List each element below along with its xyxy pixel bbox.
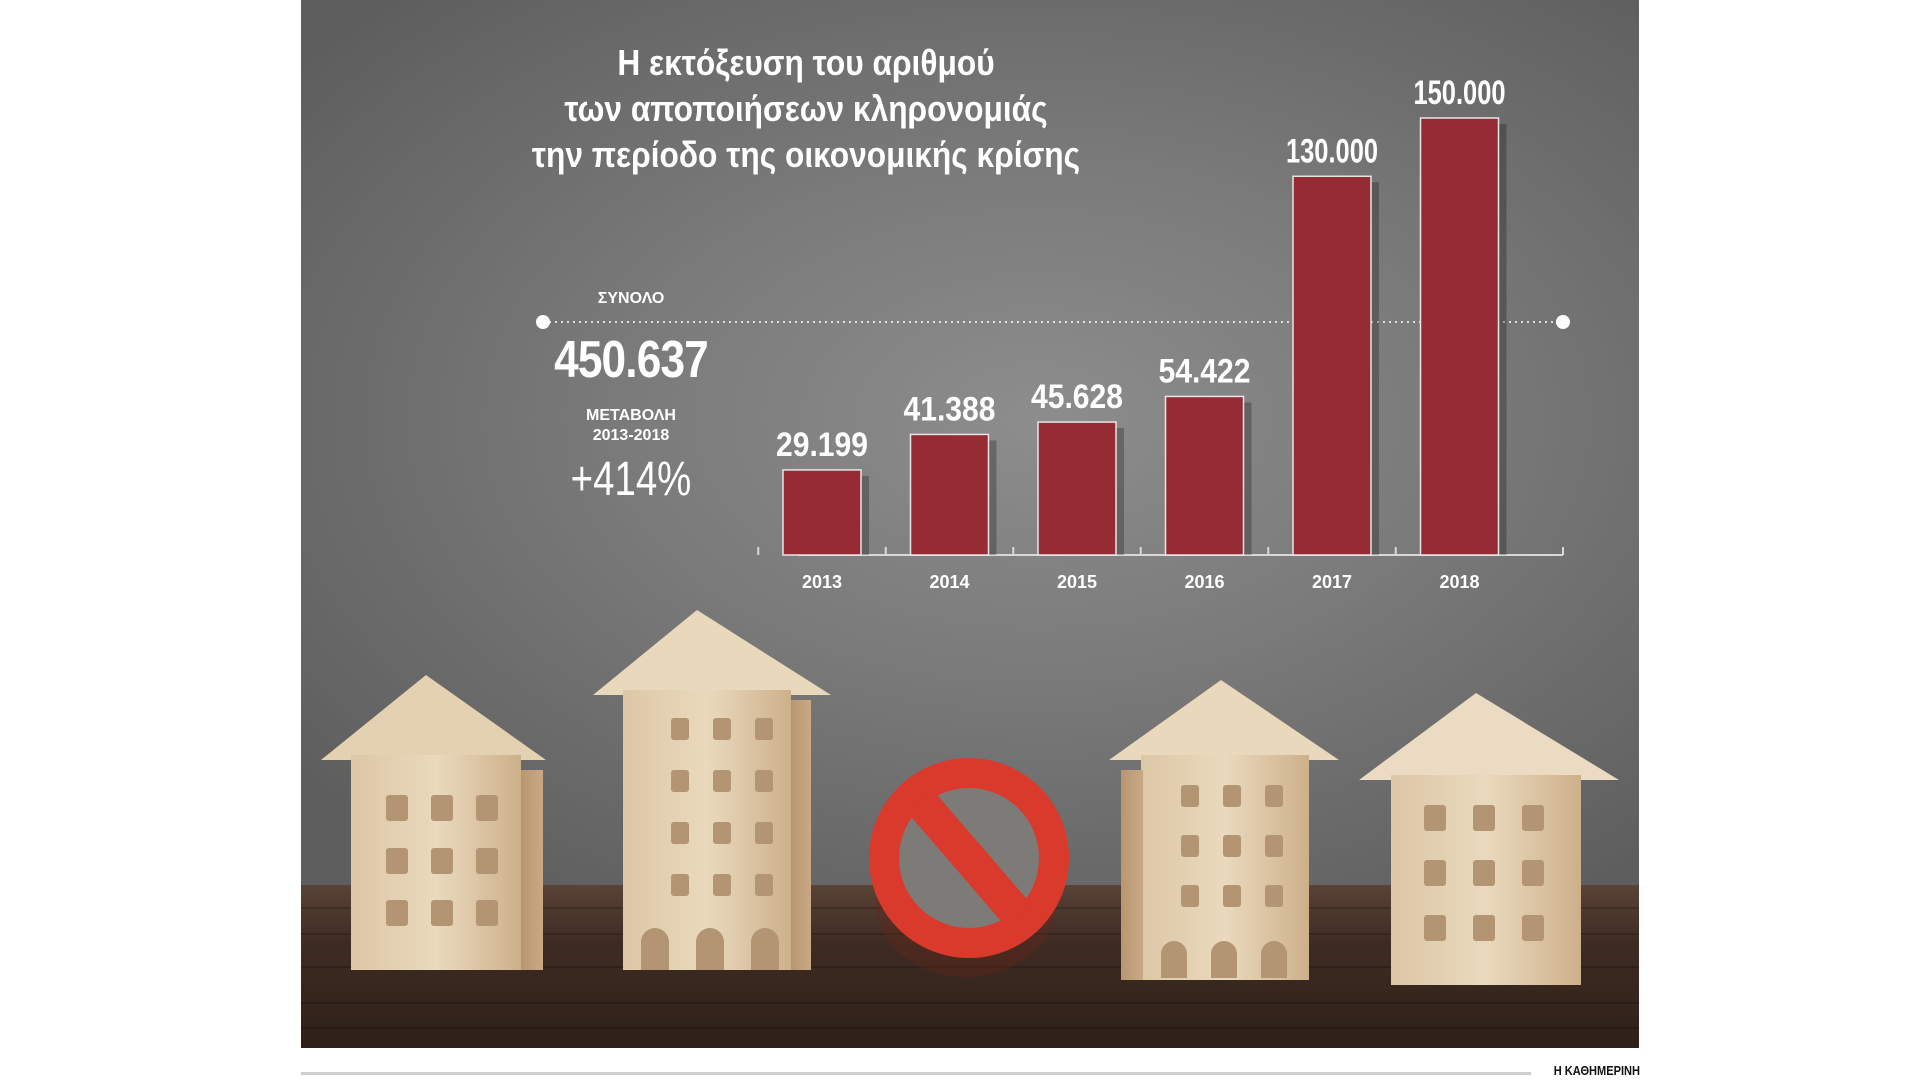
bar-2013 [782,469,862,556]
title-line-2: των αποποιήσεων κληρονομιάς [564,88,1048,129]
bar-2014 [909,433,990,556]
bar-chart: 29.199 2013 41.388 2014 45.628 2015 54.422 2016… [536,74,1570,592]
reference-line-start-dot [536,315,550,329]
chart-title: Η εκτόξευση του αριθμού των αποποιήσεων … [362,40,1251,178]
x-tick-label-2018: 2018 [1439,572,1479,592]
x-tick-label-2017: 2017 [1312,572,1352,592]
data-label-2017: 130.000 [1286,132,1378,170]
title-line-3: την περίοδο της οικονομικής κρίσης [531,134,1081,175]
wooden-house-icon [321,675,546,970]
infographic-panel: Η εκτόξευση του αριθμού των αποποιήσεων … [301,0,1639,1048]
data-label-2016: 54.422 [1159,352,1251,390]
data-label-2014: 41.388 [904,390,996,428]
house-windows [386,718,1544,978]
bar-2018 [1419,117,1500,556]
bar-2017 [1292,175,1372,556]
change-label-line1: ΜΕΤΑΒΟΛΗ [586,407,676,424]
prohibition-sign-icon [869,758,1069,977]
source-credit: Η ΚΑΘΗΜΕΡΙΝΗ [1553,1063,1640,1078]
change-label-line2: 2013-2018 [592,427,670,444]
reference-line-end-dot [1556,315,1570,329]
title-line-1: Η εκτόξευση του αριθμού [617,42,995,83]
x-tick-label-2016: 2016 [1184,572,1224,592]
data-label-2018: 150.000 [1414,74,1506,112]
total-label: ΣΥΝΟΛΟ [597,290,665,307]
houses-illustration [321,610,1619,985]
change-label: ΜΕΤΑΒΟΛΗ 2013-2018 [541,406,721,446]
bar-2015 [1037,421,1117,556]
data-label-2013: 29.199 [776,426,868,464]
data-label-2015: 45.628 [1031,378,1123,416]
bar-2016 [1164,395,1245,556]
footer-divider [301,1072,1531,1075]
x-tick-label-2014: 2014 [929,572,969,592]
x-tick-label-2013: 2013 [802,572,842,592]
total-value: 450.637 [554,331,709,389]
x-tick-label-2015: 2015 [1057,572,1097,592]
change-value: +414% [570,453,692,506]
